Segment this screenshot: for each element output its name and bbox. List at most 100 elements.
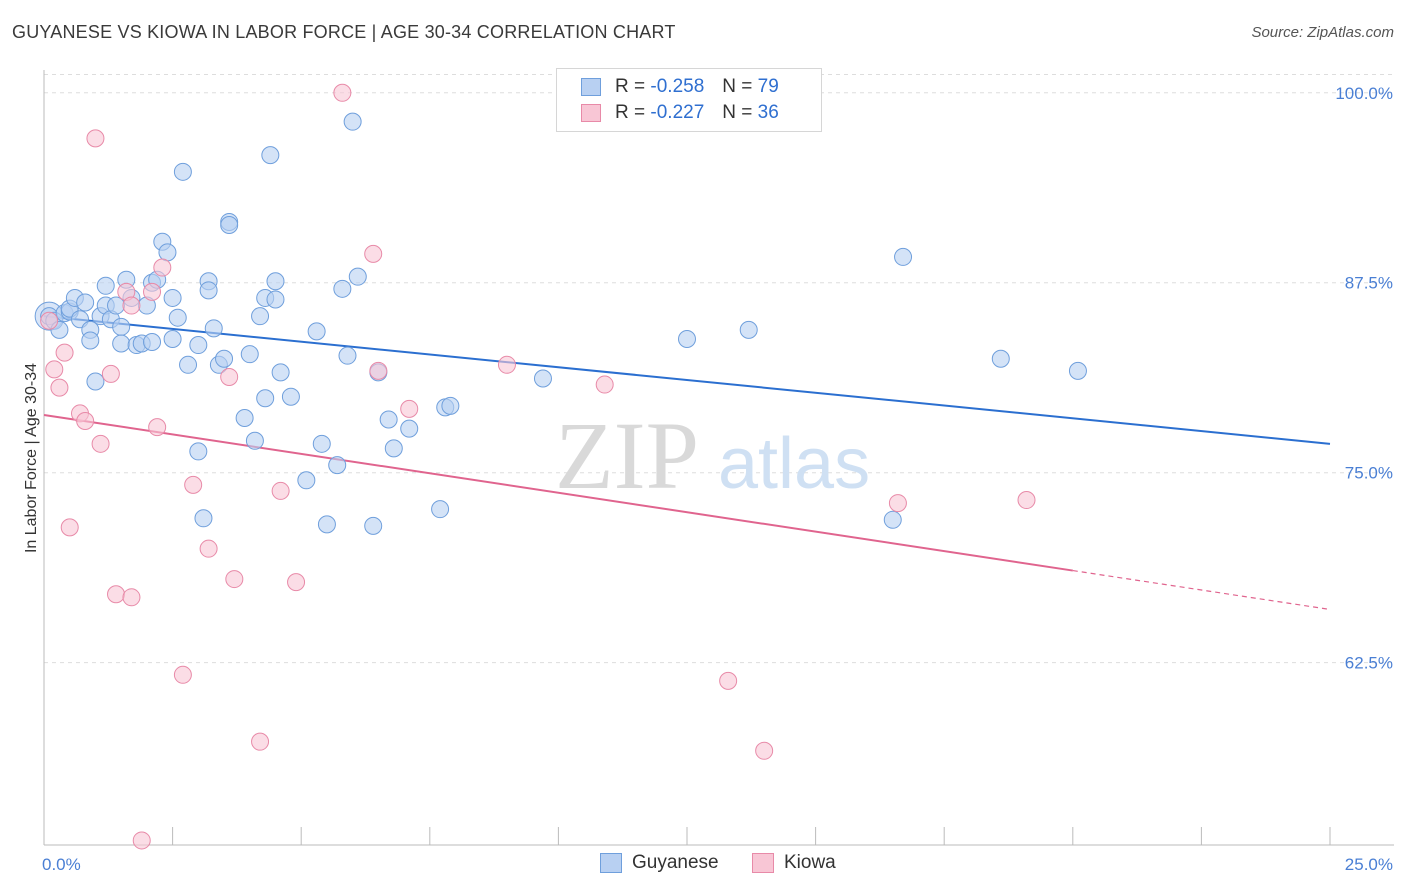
guyanese-point (883, 510, 902, 529)
guyanese-point (441, 396, 460, 415)
source-label: Source: ZipAtlas.com (1251, 24, 1394, 41)
guyanese-point (199, 281, 218, 300)
guyanese-point (894, 247, 913, 266)
guyanese-point (256, 389, 275, 408)
legend-r-value: -0.227 (650, 102, 705, 123)
kiowa-point (400, 399, 419, 418)
guyanese-point (431, 500, 450, 519)
guyanese-point (143, 333, 162, 352)
guyanese-point (338, 346, 357, 365)
axes (43, 70, 1394, 846)
gridlines (44, 74, 1394, 664)
kiowa-point (122, 296, 141, 315)
kiowa-trend-line-extension (1072, 569, 1331, 611)
guyanese-point (678, 329, 696, 348)
kiowa-point (251, 732, 270, 751)
series-legend-guyanese[interactable]: Guyanese (600, 852, 719, 874)
guyanese-point (235, 408, 254, 427)
series-swatch-kiowa (752, 853, 774, 873)
kiowa-point (184, 475, 203, 494)
x-tick-label-max: 25.0% (1345, 855, 1393, 874)
kiowa-point (271, 481, 290, 500)
guyanese-point (364, 516, 383, 535)
series-swatch-guyanese (600, 853, 622, 873)
guyanese-point (189, 442, 208, 461)
kiowa-point (287, 573, 306, 592)
chart-title: GUYANESE VS KIOWA IN LABOR FORCE | AGE 3… (12, 22, 676, 42)
kiowa-point (225, 570, 244, 589)
series-label-guyanese: Guyanese (632, 852, 719, 873)
guyanese-trend-line (43, 315, 1331, 445)
guyanese-point (163, 288, 182, 307)
kiowa-point (148, 418, 167, 437)
legend-r-label: R = (615, 102, 646, 123)
kiowa-point (199, 539, 218, 558)
guyanese-point (240, 345, 259, 364)
guyanese-point (112, 334, 131, 353)
y-tick-label: 75.0% (1345, 464, 1393, 483)
kiowa-point (364, 244, 383, 263)
kiowa-point (101, 364, 120, 383)
kiowa-point (60, 518, 79, 537)
guyanese-point (328, 456, 347, 475)
kiowa-point (45, 360, 64, 379)
guyanese-point (379, 410, 398, 429)
data-points (34, 83, 1087, 850)
guyanese-point (307, 322, 326, 341)
legend-n-value: 79 (757, 76, 779, 97)
kiowa-point (91, 434, 110, 453)
kiowa-point (107, 585, 126, 604)
kiowa-point (719, 671, 738, 690)
guyanese-point (179, 355, 198, 374)
guyanese-point (343, 112, 362, 131)
kiowa-point (888, 494, 907, 513)
series-legend-kiowa[interactable]: Kiowa (752, 852, 836, 874)
guyanese-point (251, 307, 270, 326)
y-tick-label: 100.0% (1335, 84, 1393, 103)
y-tick-label: 87.5% (1345, 274, 1393, 293)
guyanese-point (86, 372, 105, 391)
legend-r-label: R = (615, 76, 646, 97)
kiowa-point (497, 355, 516, 374)
kiowa-point (40, 311, 59, 330)
guyanese-point (163, 329, 182, 348)
legend-swatch-guyanese (581, 78, 601, 96)
kiowa-point (173, 665, 192, 684)
legend-row-guyanese: R = -0.258 N = 79 (581, 74, 779, 100)
guyanese-point (1068, 361, 1087, 380)
legend-n-value: 36 (757, 102, 779, 123)
kiowa-point (50, 378, 69, 397)
guyanese-point (76, 293, 95, 312)
kiowa-point (755, 741, 774, 760)
guyanese-point (400, 419, 419, 438)
guyanese-point (261, 146, 280, 165)
guyanese-point (281, 387, 300, 406)
guyanese-point (245, 431, 264, 450)
series-legend: Guyanese Kiowa (0, 852, 1406, 878)
legend-swatch-kiowa (581, 104, 601, 122)
guyanese-point (348, 267, 367, 286)
correlation-legend: R = -0.258 N = 79 R = -0.227 N = 36 (556, 68, 822, 132)
kiowa-point (143, 282, 162, 301)
guyanese-point (739, 320, 758, 339)
y-tick-label: 62.5% (1345, 654, 1393, 673)
guyanese-point (112, 317, 131, 336)
kiowa-trend-line (43, 413, 1073, 572)
guyanese-point (96, 276, 115, 295)
guyanese-point (384, 439, 403, 458)
guyanese-point (168, 308, 187, 327)
legend-row-kiowa: R = -0.227 N = 36 (581, 100, 779, 126)
guyanese-point (204, 319, 223, 338)
guyanese-point (173, 162, 192, 181)
guyanese-point (333, 279, 352, 298)
guyanese-point (220, 216, 239, 234)
guyanese-point (317, 515, 336, 534)
series-label-kiowa: Kiowa (784, 852, 836, 873)
guyanese-point (297, 471, 316, 490)
guyanese-point (271, 363, 290, 382)
x-tick-label-min: 0.0% (42, 855, 81, 874)
kiowa-point (132, 831, 151, 850)
guyanese-point (158, 243, 177, 262)
guyanese-point (312, 434, 331, 453)
kiowa-point (55, 343, 74, 362)
